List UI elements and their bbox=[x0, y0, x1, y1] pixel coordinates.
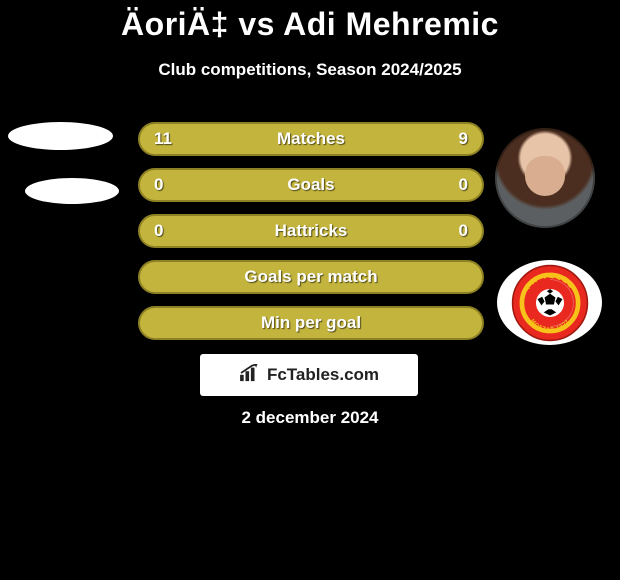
stat-label: Matches bbox=[277, 129, 345, 149]
stat-row: 11 Matches 9 bbox=[138, 122, 484, 156]
stat-right-value: 0 bbox=[459, 221, 468, 241]
branding-badge: FcTables.com bbox=[200, 354, 418, 396]
stat-left-value: 0 bbox=[154, 221, 163, 241]
stat-label: Goals bbox=[287, 175, 334, 195]
stat-row: 0 Hattricks 0 bbox=[138, 214, 484, 248]
club-right-badge: FK VELEZ MOSTAR 1922 bbox=[497, 260, 602, 345]
stat-right-value: 0 bbox=[459, 175, 468, 195]
stat-left-value: 11 bbox=[154, 129, 172, 149]
stat-left-value: 0 bbox=[154, 175, 163, 195]
page-title: ÄoriÄ‡ vs Adi Mehremic bbox=[0, 6, 620, 43]
stat-row: Goals per match bbox=[138, 260, 484, 294]
chart-icon bbox=[239, 364, 263, 387]
page-subtitle: Club competitions, Season 2024/2025 bbox=[0, 60, 620, 80]
stat-label: Goals per match bbox=[244, 267, 377, 287]
player-left-placeholder bbox=[8, 122, 113, 150]
stat-row: Min per goal bbox=[138, 306, 484, 340]
stat-row: 0 Goals 0 bbox=[138, 168, 484, 202]
club-left-placeholder bbox=[25, 178, 119, 204]
stat-right-value: 9 bbox=[459, 129, 468, 149]
stats-bars: 11 Matches 9 0 Goals 0 0 Hattricks 0 Goa… bbox=[138, 122, 484, 352]
stat-label: Min per goal bbox=[261, 313, 361, 333]
stat-label: Hattricks bbox=[275, 221, 348, 241]
branding-label: FcTables.com bbox=[267, 365, 379, 385]
generated-date: 2 december 2024 bbox=[0, 408, 620, 428]
player-right-avatar bbox=[495, 128, 595, 228]
